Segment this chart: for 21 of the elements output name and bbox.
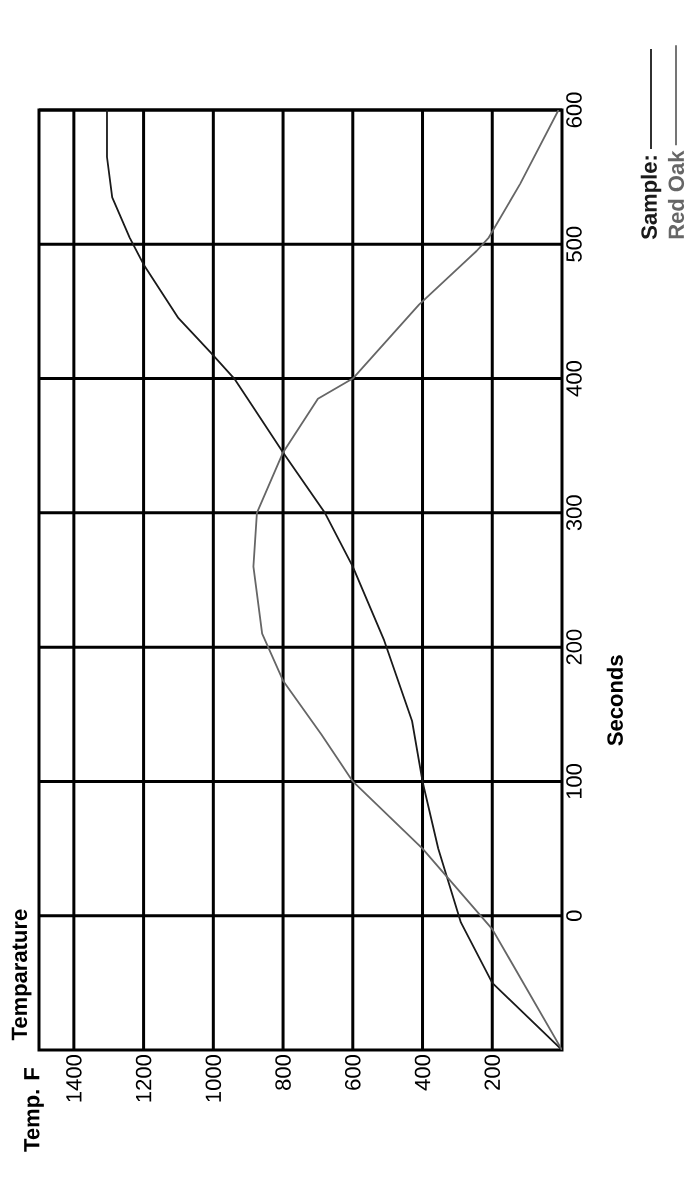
y-tick-label: 100 bbox=[566, 763, 582, 799]
line-series bbox=[252, 110, 562, 1050]
x-tick-label: 1400 bbox=[66, 1055, 82, 1102]
y-tick-label: 400 bbox=[566, 361, 582, 397]
x-tick-label: 400 bbox=[414, 1055, 431, 1091]
x-tick-label: 1200 bbox=[135, 1055, 152, 1102]
y-tick-label: 200 bbox=[566, 629, 582, 665]
y-tick-label: 300 bbox=[566, 495, 582, 531]
x-tick-label: 1000 bbox=[205, 1055, 222, 1102]
text: Temp. F bbox=[24, 1067, 44, 1152]
x-tick-label: 800 bbox=[275, 1055, 291, 1090]
x-tick-label: 600 bbox=[344, 1055, 361, 1090]
y-tick-label: 600 bbox=[566, 92, 582, 128]
y-tick-label: 0 bbox=[566, 910, 582, 921]
text: Temparature bbox=[11, 909, 32, 1041]
text: Red Oak bbox=[667, 150, 685, 239]
text: Sample: bbox=[640, 156, 662, 240]
y-axis-title: Seconds bbox=[606, 655, 623, 746]
x-tick-label: 200 bbox=[484, 1055, 501, 1090]
line-series bbox=[106, 110, 562, 1050]
y-tick-label: 500 bbox=[566, 226, 582, 262]
